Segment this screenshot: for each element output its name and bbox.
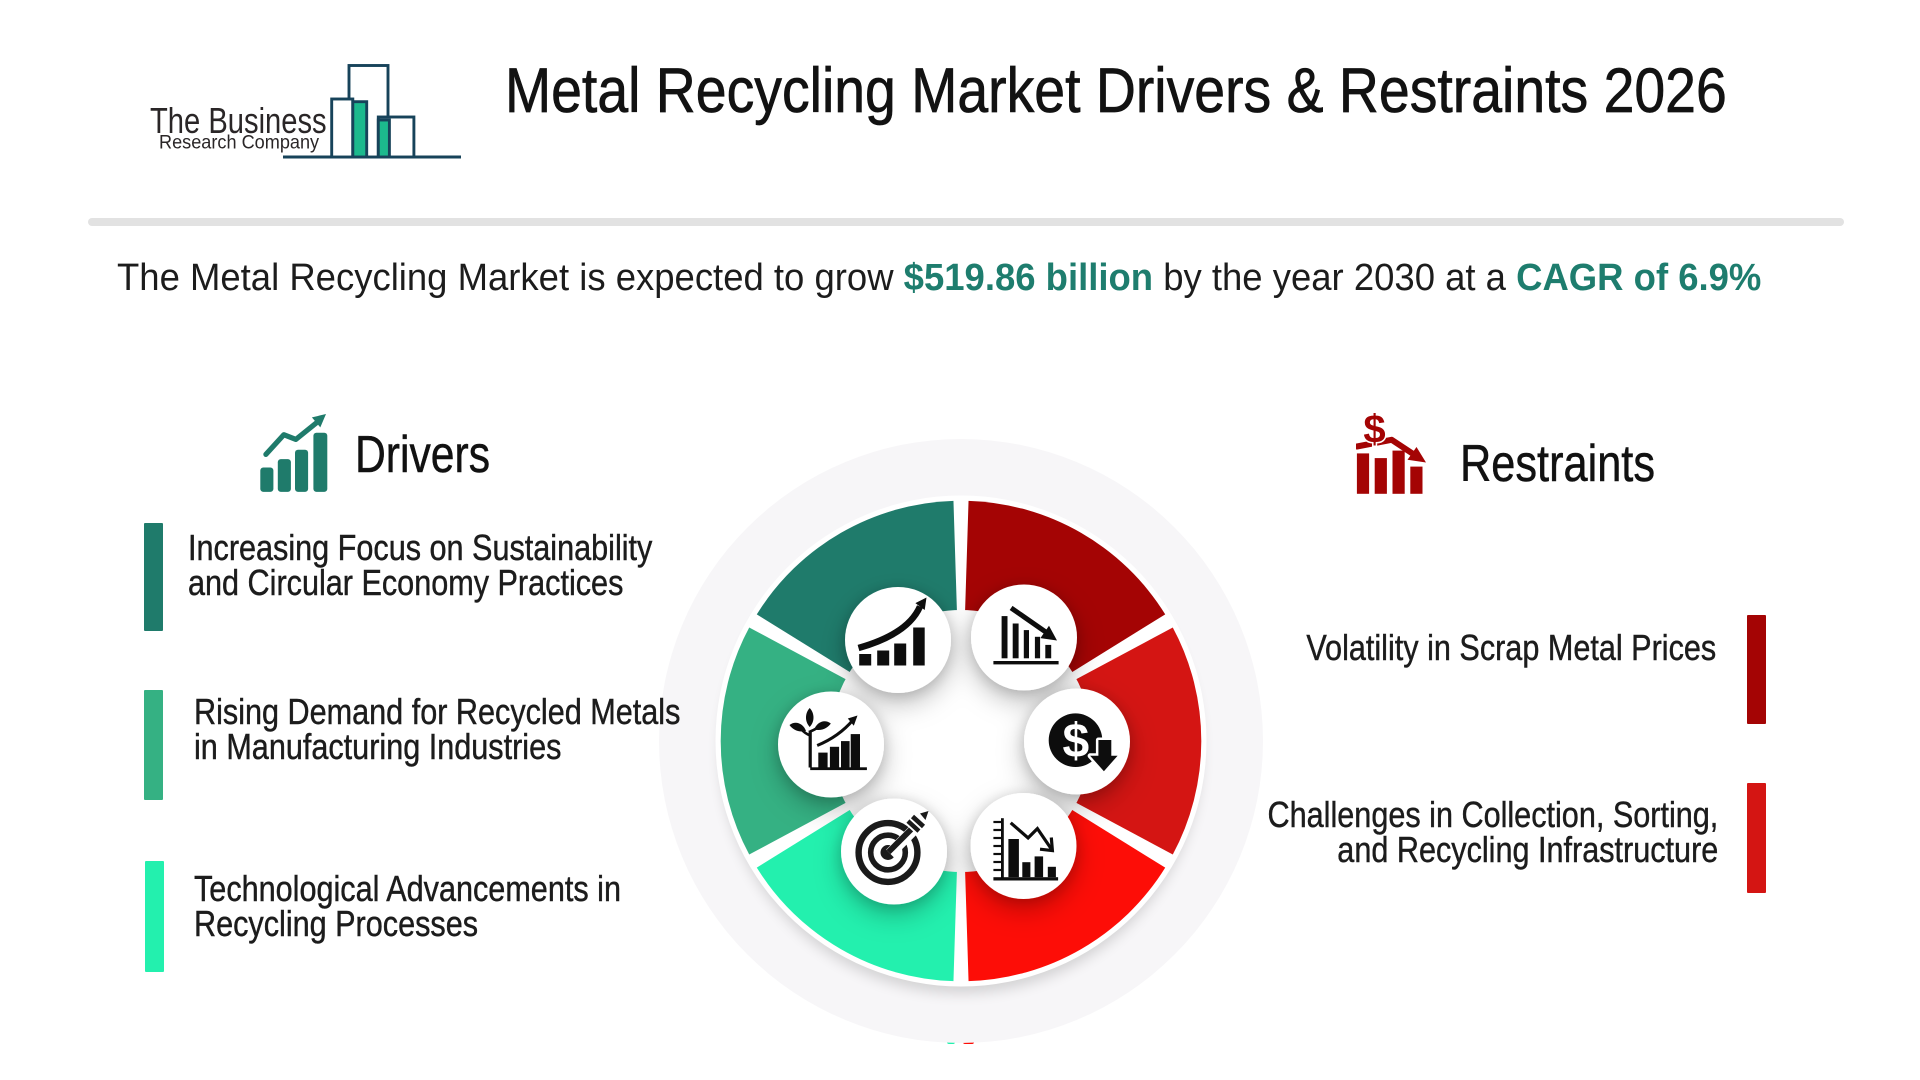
svg-text:$: $ — [1062, 715, 1089, 768]
svg-text:Research Company: Research Company — [159, 131, 320, 153]
svg-text:The Business: The Business — [150, 100, 327, 141]
svg-text:$: $ — [1363, 413, 1385, 452]
